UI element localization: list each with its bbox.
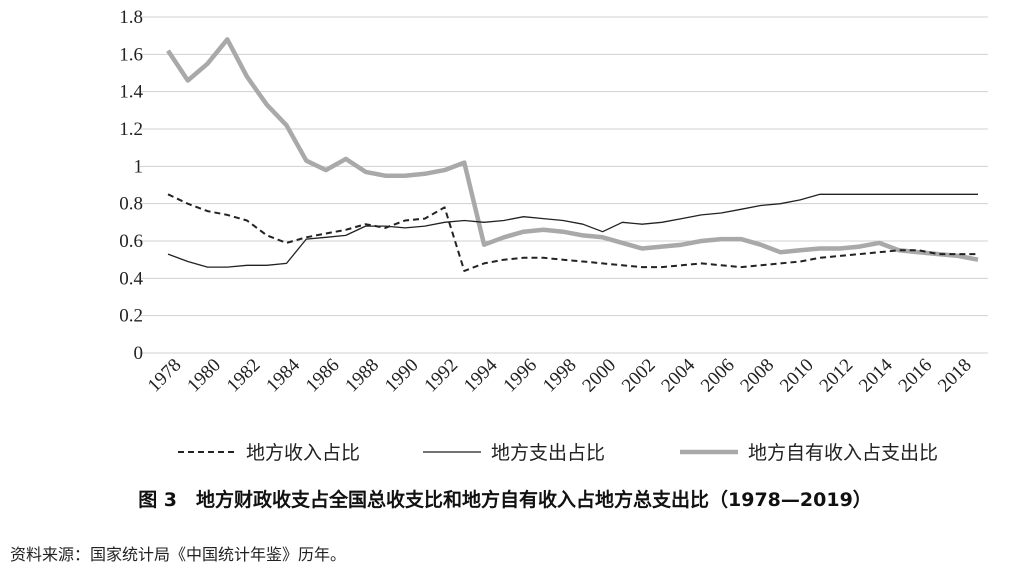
y-tick-label: 0.8	[119, 194, 143, 215]
x-tick-label: 2004	[657, 354, 699, 396]
x-axis-ticks: 1978198019821984198619881990199219941996…	[144, 354, 976, 396]
series-line-2	[166, 37, 979, 262]
x-tick-label: 2008	[736, 355, 778, 397]
x-tick-label: 2000	[578, 355, 620, 397]
x-tick-label: 1984	[262, 354, 304, 396]
legend-label-1: 地方支出占比	[491, 442, 605, 464]
y-tick-label: 1.2	[119, 119, 143, 140]
line-chart: 00.20.40.60.811.21.41.61.8 1978198019821…	[119, 7, 988, 464]
y-gridlines	[140, 16, 988, 354]
x-tick-label: 1998	[539, 355, 581, 397]
x-tick-label: 1982	[223, 355, 265, 397]
x-tick-label: 2016	[895, 355, 937, 397]
x-tick-label: 2018	[934, 355, 976, 397]
x-tick-label: 2010	[776, 355, 818, 397]
y-tick-label: 0	[134, 343, 144, 364]
x-tick-label: 1980	[183, 355, 225, 397]
y-tick-label: 0.4	[119, 268, 143, 289]
figure-caption: 图 3 地方财政收支占全国总收支比和地方自有收入占地方总支出比（1978—201…	[138, 489, 872, 511]
x-tick-label: 1978	[144, 355, 186, 397]
legend-label-2: 地方自有收入占支出比	[748, 442, 938, 464]
y-tick-label: 1.8	[119, 7, 143, 28]
series-line-0	[167, 193, 978, 272]
y-tick-label: 1.6	[119, 44, 143, 65]
x-tick-label: 1994	[460, 354, 502, 396]
legend-label-0: 地方收入占比	[246, 442, 360, 464]
x-tick-label: 2006	[697, 355, 739, 397]
x-tick-label: 1996	[499, 355, 541, 397]
y-tick-label: 1.4	[119, 82, 143, 103]
x-tick-label: 1988	[341, 355, 383, 397]
source-note: 资料来源：国家统计局《中国统计年鉴》历年。	[10, 545, 347, 564]
y-axis-ticks: 0 0.2 0.4 0.6 0.8 1 1.2 1.4 1.6 1.8	[119, 7, 143, 364]
legend: 地方收入占比 地方支出占比 地方自有收入占支出比	[178, 442, 938, 464]
x-tick-label: 1986	[302, 355, 344, 397]
x-tick-label: 1992	[420, 355, 462, 397]
y-tick-label: 1	[134, 156, 144, 177]
y-tick-label: 0.2	[119, 306, 143, 327]
y-tick-label: 0.6	[119, 231, 143, 252]
x-tick-label: 2014	[855, 354, 897, 396]
series-line-1	[167, 193, 978, 268]
x-tick-label: 2002	[618, 355, 660, 397]
x-tick-label: 1990	[381, 355, 423, 397]
series-lines	[166, 37, 979, 272]
x-tick-label: 2012	[816, 355, 858, 397]
